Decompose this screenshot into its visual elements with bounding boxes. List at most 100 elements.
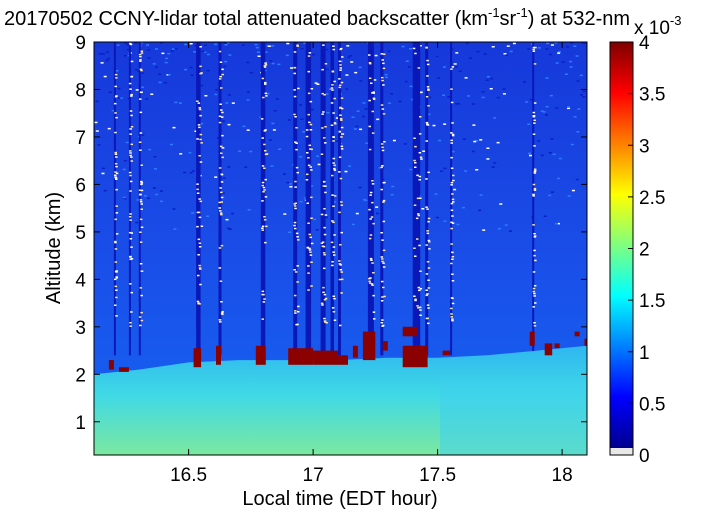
gap-speckle bbox=[221, 116, 224, 118]
noise-pixel bbox=[555, 62, 559, 64]
cloud-layer bbox=[362, 331, 376, 361]
gap-speckle bbox=[263, 130, 267, 132]
gap-speckle bbox=[324, 126, 327, 128]
noise-pixel bbox=[204, 44, 208, 47]
noise-pixel bbox=[542, 111, 546, 113]
gap-speckle bbox=[427, 307, 430, 309]
colorbar-tick-label: 0.5 bbox=[639, 394, 665, 415]
gap-speckle bbox=[382, 266, 386, 268]
gap-speckle bbox=[321, 241, 325, 243]
gap-speckle bbox=[331, 307, 335, 309]
gap-speckle bbox=[425, 294, 428, 297]
gap-speckle bbox=[380, 166, 383, 169]
profile-gap bbox=[138, 42, 141, 356]
gap-speckle bbox=[368, 99, 371, 102]
gap-speckle bbox=[198, 246, 202, 248]
noise-pixel bbox=[325, 68, 329, 70]
noise-pixel bbox=[576, 80, 580, 82]
gap-speckle bbox=[196, 192, 200, 194]
noise-pixel bbox=[111, 109, 115, 112]
gap-speckle bbox=[340, 47, 343, 50]
y-axis: 1 2 3 4 5 6 7 8 9 bbox=[75, 33, 587, 434]
gap-speckle bbox=[293, 113, 296, 116]
gap-speckle bbox=[294, 116, 297, 118]
gap-speckle bbox=[310, 285, 313, 287]
noise-pixel bbox=[443, 123, 447, 125]
gap-speckle bbox=[310, 261, 313, 263]
noise-pixel bbox=[107, 57, 110, 60]
gap-speckle bbox=[419, 156, 423, 158]
gap-speckle bbox=[114, 112, 117, 114]
gap-speckle bbox=[114, 174, 117, 176]
noise-pixel bbox=[582, 96, 586, 98]
gap-speckle bbox=[333, 195, 337, 197]
gap-speckle bbox=[383, 295, 386, 298]
noise-pixel bbox=[508, 230, 512, 232]
gap-speckle bbox=[293, 51, 297, 53]
y-tick-label: 7 bbox=[75, 128, 86, 149]
noise-pixel bbox=[193, 51, 196, 53]
gap-speckle bbox=[219, 103, 222, 105]
profile-gap bbox=[338, 42, 341, 356]
noise-pixel bbox=[246, 61, 250, 64]
noise-pixel bbox=[351, 116, 355, 118]
gap-speckle bbox=[332, 157, 336, 160]
gap-speckle bbox=[381, 165, 384, 167]
gap-speckle bbox=[414, 52, 417, 55]
gap-speckle bbox=[451, 215, 454, 217]
gap-speckle bbox=[325, 322, 328, 324]
noise-pixel bbox=[165, 57, 169, 60]
noise-pixel bbox=[475, 140, 479, 142]
noise-pixel bbox=[545, 77, 549, 79]
gap-speckle bbox=[425, 273, 429, 275]
noise-pixel bbox=[537, 140, 541, 142]
noise-pixel bbox=[502, 88, 506, 90]
gap-speckle bbox=[425, 244, 428, 246]
gap-speckle bbox=[425, 289, 428, 291]
gap-speckle bbox=[197, 254, 200, 256]
noise-pixel bbox=[299, 200, 303, 203]
gap-speckle bbox=[198, 126, 201, 129]
gap-speckle bbox=[451, 66, 455, 68]
profile-gap bbox=[293, 42, 298, 356]
noise-pixel bbox=[575, 55, 579, 57]
gap-speckle bbox=[261, 293, 264, 296]
y-axis-label: Altitude (km) bbox=[43, 192, 65, 304]
noise-pixel bbox=[392, 139, 396, 142]
noise-pixel bbox=[101, 167, 105, 170]
gap-speckle bbox=[334, 123, 337, 125]
gap-speckle bbox=[340, 97, 344, 99]
noise-pixel bbox=[145, 98, 149, 100]
gap-speckle bbox=[305, 179, 309, 181]
gap-speckle bbox=[294, 310, 297, 312]
gap-speckle bbox=[294, 207, 297, 210]
gap-speckle bbox=[340, 201, 343, 203]
gap-speckle bbox=[451, 198, 455, 201]
gap-speckle bbox=[368, 54, 371, 56]
noise-pixel bbox=[401, 45, 405, 48]
cloud-layer bbox=[288, 348, 314, 365]
noise-pixel bbox=[325, 93, 329, 95]
gap-speckle bbox=[534, 259, 537, 262]
gap-speckle bbox=[114, 131, 117, 134]
gap-speckle bbox=[262, 96, 265, 99]
noise-pixel bbox=[283, 173, 286, 175]
noise-pixel bbox=[472, 124, 476, 126]
gap-speckle bbox=[114, 261, 118, 263]
gap-speckle bbox=[129, 110, 133, 112]
gap-speckle bbox=[310, 217, 313, 219]
gap-speckle bbox=[196, 100, 199, 102]
gap-speckle bbox=[532, 133, 536, 135]
gap-speckle bbox=[418, 133, 422, 135]
gap-speckle bbox=[533, 122, 536, 124]
gap-speckle bbox=[219, 145, 223, 148]
gap-speckle bbox=[115, 165, 118, 168]
noise-pixel bbox=[221, 120, 225, 122]
gap-speckle bbox=[450, 221, 453, 224]
gap-speckle bbox=[310, 88, 314, 90]
y-tick-label: 5 bbox=[75, 223, 86, 244]
noise-pixel bbox=[362, 102, 366, 104]
gap-speckle bbox=[218, 121, 222, 124]
noise-pixel bbox=[189, 172, 193, 174]
gap-speckle bbox=[451, 280, 455, 282]
